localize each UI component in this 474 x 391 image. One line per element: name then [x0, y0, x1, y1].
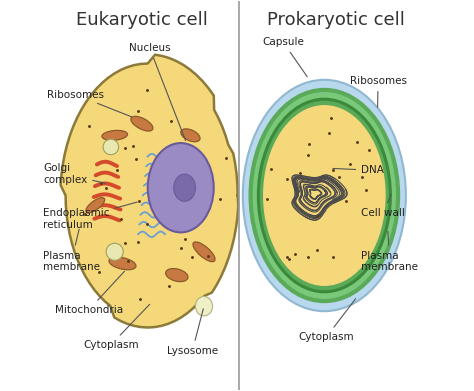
- Text: Plasma
membrane: Plasma membrane: [43, 229, 100, 272]
- Ellipse shape: [102, 130, 128, 140]
- Ellipse shape: [173, 174, 195, 201]
- Text: Golgi
complex: Golgi complex: [43, 163, 105, 185]
- Ellipse shape: [195, 296, 212, 316]
- Text: Endoplasmic
reticulum: Endoplasmic reticulum: [43, 202, 137, 230]
- Ellipse shape: [131, 117, 153, 131]
- Text: Plasma
membrane: Plasma membrane: [361, 231, 418, 272]
- Text: Ribosomes: Ribosomes: [350, 76, 407, 107]
- Ellipse shape: [103, 139, 118, 155]
- Text: Capsule: Capsule: [262, 37, 307, 77]
- Text: Cell wall: Cell wall: [361, 194, 405, 218]
- Text: Mitochondria: Mitochondria: [55, 271, 125, 315]
- Ellipse shape: [86, 198, 105, 213]
- Ellipse shape: [193, 242, 215, 262]
- Ellipse shape: [106, 243, 123, 260]
- Text: Nucleus: Nucleus: [129, 43, 185, 140]
- Text: Lysosome: Lysosome: [167, 309, 218, 356]
- Polygon shape: [61, 55, 238, 328]
- Ellipse shape: [251, 90, 398, 301]
- Text: Cytoplasm: Cytoplasm: [299, 299, 356, 342]
- Text: Cytoplasm: Cytoplasm: [83, 304, 150, 350]
- Ellipse shape: [181, 129, 200, 142]
- Ellipse shape: [243, 80, 406, 311]
- Ellipse shape: [258, 99, 391, 292]
- Text: Prokaryotic cell: Prokaryotic cell: [267, 11, 405, 29]
- Ellipse shape: [263, 105, 386, 286]
- Ellipse shape: [109, 257, 136, 270]
- Ellipse shape: [166, 269, 188, 282]
- Text: Ribosomes: Ribosomes: [47, 90, 132, 117]
- Ellipse shape: [148, 143, 214, 232]
- Text: Eukaryotic cell: Eukaryotic cell: [76, 11, 208, 29]
- Text: DNA: DNA: [333, 165, 384, 175]
